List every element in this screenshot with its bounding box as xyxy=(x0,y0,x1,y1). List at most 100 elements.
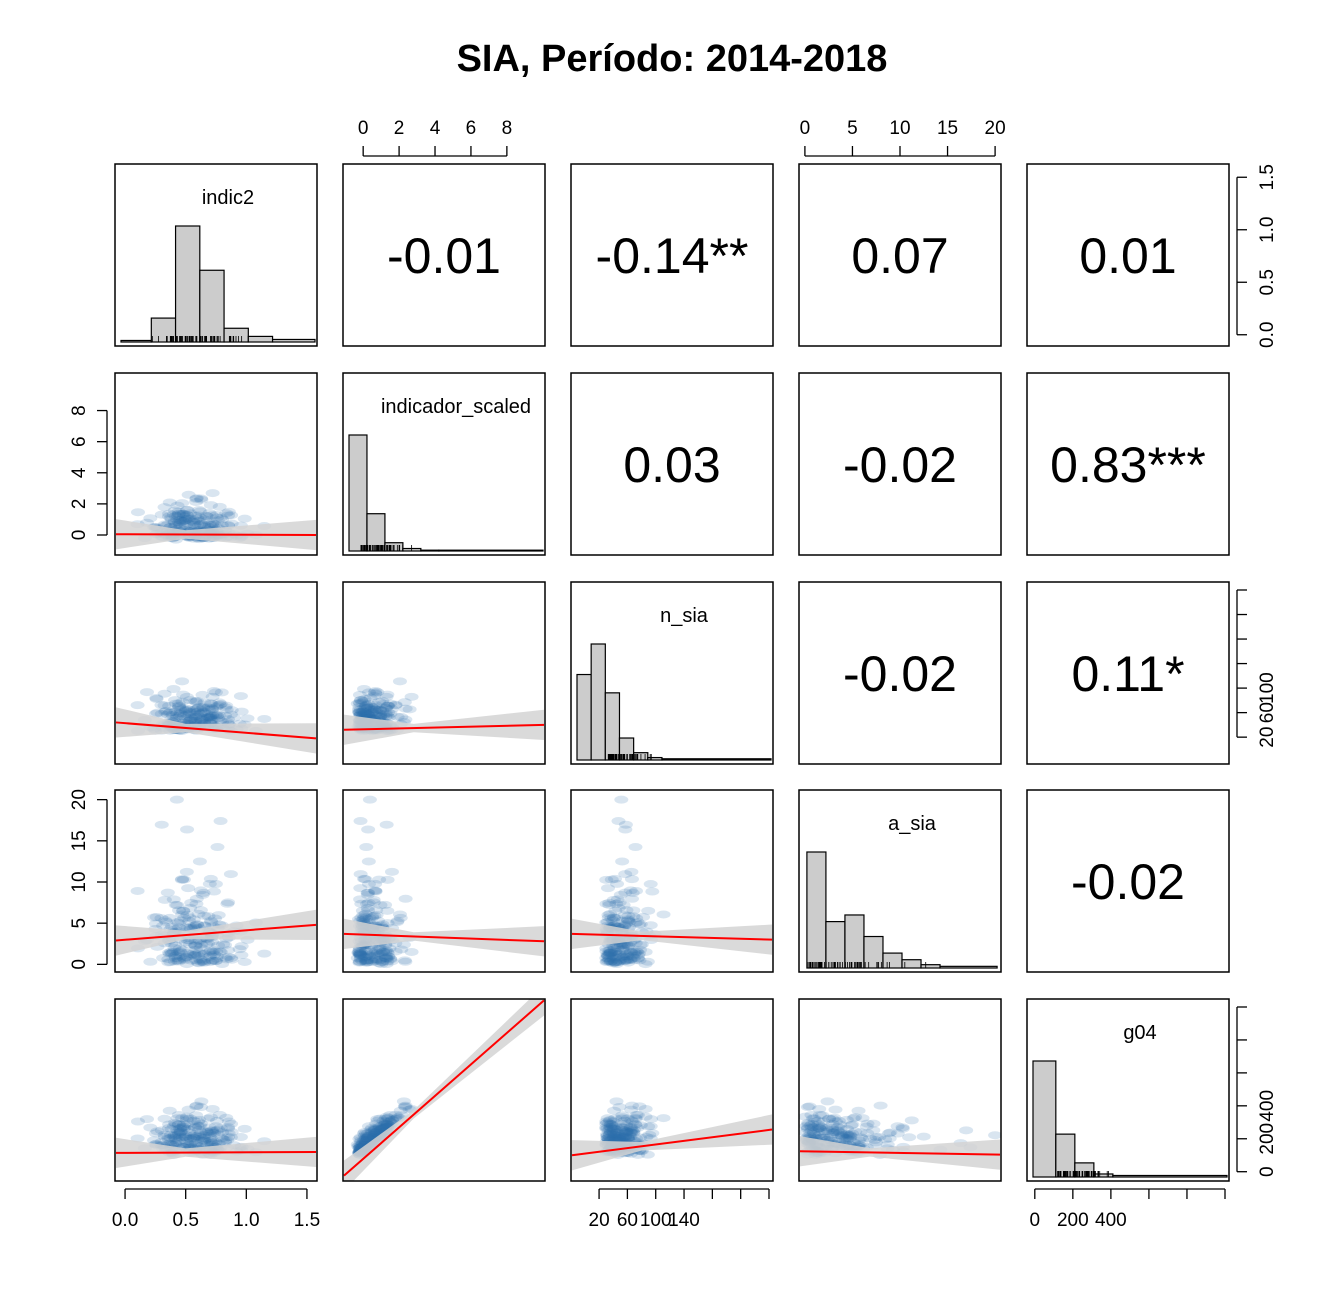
data-point xyxy=(205,1128,220,1137)
data-point xyxy=(209,957,224,966)
data-point xyxy=(188,1123,203,1132)
data-point xyxy=(355,707,370,716)
axis-top-a_sia: 0 5 10 15 20 xyxy=(800,118,1006,157)
data-point xyxy=(168,954,183,963)
data-point xyxy=(361,825,376,834)
data-point xyxy=(203,1136,218,1145)
data-point xyxy=(204,1127,219,1136)
data-point xyxy=(621,1134,636,1143)
data-point xyxy=(375,947,390,956)
data-point xyxy=(621,1133,636,1142)
data-point xyxy=(373,712,388,721)
data-point xyxy=(175,1133,190,1142)
data-point xyxy=(364,705,379,714)
data-point xyxy=(182,950,197,959)
data-point xyxy=(607,945,622,954)
data-point xyxy=(383,709,398,718)
panel-frame xyxy=(114,163,318,347)
data-point xyxy=(880,1140,895,1149)
data-point xyxy=(177,512,192,521)
data-point xyxy=(176,517,191,526)
data-point xyxy=(599,1124,614,1133)
data-point xyxy=(376,711,391,720)
data-point xyxy=(604,948,619,957)
regression-line xyxy=(115,721,317,740)
data-point xyxy=(205,711,220,720)
data-point xyxy=(618,1126,633,1135)
data-point xyxy=(182,716,197,725)
data-point xyxy=(202,713,217,722)
data-point xyxy=(367,950,382,959)
data-point xyxy=(176,875,191,884)
data-point xyxy=(599,954,614,963)
data-point xyxy=(394,945,409,954)
data-point xyxy=(601,910,616,919)
data-point xyxy=(959,1126,974,1135)
data-point xyxy=(372,959,387,968)
data-point xyxy=(361,898,376,907)
data-point xyxy=(392,910,407,919)
data-point xyxy=(380,906,395,915)
data-point xyxy=(630,947,645,956)
data-point xyxy=(645,887,660,896)
tick-label: 400 xyxy=(1095,1210,1127,1231)
data-point xyxy=(161,512,176,521)
data-point xyxy=(208,520,223,529)
data-point xyxy=(193,1119,208,1128)
data-point xyxy=(367,886,382,895)
data-point xyxy=(645,1129,660,1138)
tick-label: 0.5 xyxy=(1257,269,1278,295)
data-point xyxy=(390,712,405,721)
data-point xyxy=(232,945,247,954)
data-point xyxy=(178,706,193,715)
data-point xyxy=(189,1111,204,1120)
data-point xyxy=(398,704,413,713)
data-point xyxy=(189,713,204,722)
data-point xyxy=(193,507,208,516)
data-point xyxy=(168,951,183,960)
data-point xyxy=(364,1125,379,1134)
data-point xyxy=(353,951,368,960)
data-point xyxy=(616,946,631,955)
data-point xyxy=(358,1134,373,1143)
data-point xyxy=(617,911,632,920)
data-point xyxy=(643,1122,658,1131)
data-point xyxy=(618,888,633,897)
data-point xyxy=(173,1127,188,1136)
data-point xyxy=(357,952,372,961)
data-point xyxy=(356,709,371,718)
data-point xyxy=(840,1130,855,1139)
data-point xyxy=(353,950,368,959)
data-point xyxy=(810,1125,825,1134)
panel-indicador_scaled-a_sia: -0.02 xyxy=(798,372,1002,556)
data-point xyxy=(192,1130,207,1139)
data-point xyxy=(606,1117,621,1126)
data-point xyxy=(168,1119,183,1128)
data-point xyxy=(194,494,209,503)
data-point xyxy=(367,688,382,697)
data-point xyxy=(167,517,182,526)
data-point xyxy=(378,704,393,713)
data-point xyxy=(178,1136,193,1145)
data-point xyxy=(375,706,390,715)
data-point xyxy=(853,1133,868,1142)
data-point xyxy=(375,957,390,966)
data-point xyxy=(168,941,183,950)
data-point xyxy=(359,709,374,718)
data-point xyxy=(215,515,230,524)
data-point xyxy=(821,1114,836,1123)
data-point xyxy=(203,699,218,708)
data-point xyxy=(178,521,193,530)
data-point xyxy=(219,509,234,518)
data-point xyxy=(805,1114,820,1123)
data-point xyxy=(207,950,222,959)
data-point xyxy=(190,710,205,719)
data-point xyxy=(614,795,629,804)
data-point xyxy=(614,1123,629,1132)
data-point xyxy=(172,1136,187,1145)
data-point xyxy=(623,1123,638,1132)
data-point xyxy=(197,1131,212,1140)
data-point xyxy=(361,688,376,697)
data-point xyxy=(642,1130,657,1139)
panel-indicador_scaled-indicador_scaled: indicador_scaled xyxy=(342,372,546,556)
